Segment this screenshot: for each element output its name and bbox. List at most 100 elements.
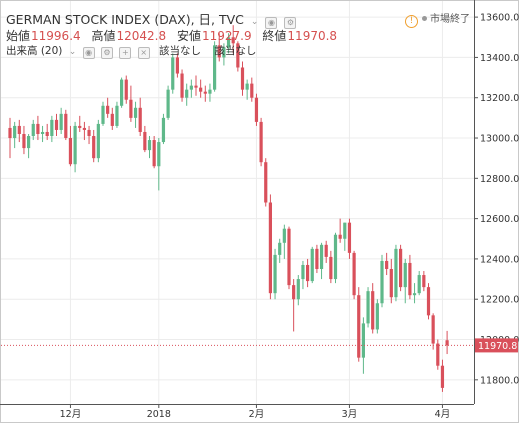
candle-body[interactable] [36,123,40,134]
candle-body[interactable] [389,268,393,298]
candle-body[interactable] [180,73,184,98]
candle-body[interactable] [240,67,245,90]
candle-body[interactable] [385,260,389,269]
candle-body[interactable] [171,57,175,90]
candle-body[interactable] [22,133,26,149]
symbol-title[interactable]: GERMAN STOCK INDEX (DAX), 日, TVC [6,12,244,27]
candle-body[interactable] [73,125,77,165]
candle-body[interactable] [264,162,268,203]
candle-body[interactable] [87,129,91,137]
candle-body[interactable] [245,83,249,90]
candle-body[interactable] [120,79,124,106]
candle-body[interactable] [40,131,45,134]
candle-body[interactable] [152,140,156,167]
candle-body[interactable] [199,87,203,92]
candle-body[interactable] [59,113,63,130]
candle-body[interactable] [361,323,365,358]
candle-body[interactable] [296,279,300,300]
candle-body[interactable] [8,127,12,139]
candle-body[interactable] [343,222,347,239]
candle-body[interactable] [101,105,105,124]
candle-body[interactable] [440,365,445,388]
candle-body[interactable] [231,37,235,44]
add-icon[interactable]: + [119,47,132,59]
candle-body[interactable] [282,228,286,243]
candle-body[interactable] [324,244,328,257]
candle-body[interactable] [222,47,226,58]
candle-body[interactable] [96,123,100,159]
candle-body[interactable] [236,43,240,68]
chevron-down-icon[interactable]: ⌄ [68,47,77,57]
candle-body[interactable] [64,113,68,139]
candle-body[interactable] [106,105,110,114]
warning-icon[interactable]: ! [405,15,418,28]
candle-body[interactable] [13,125,17,139]
candle-body[interactable] [399,248,403,288]
settings-icon[interactable]: ⚙ [100,47,113,59]
candle-body[interactable] [273,254,277,294]
candle-body[interactable] [157,142,161,167]
candle-body[interactable] [166,89,170,118]
candle-body[interactable] [366,291,370,324]
candle-body[interactable] [445,340,449,346]
candle-body[interactable] [185,89,189,98]
candle-body[interactable] [133,107,138,118]
candle-body[interactable] [408,262,412,296]
close-icon[interactable]: × [137,47,150,59]
candle-body[interactable] [31,123,35,137]
candle-body[interactable] [268,202,272,294]
candle-body[interactable] [319,244,324,269]
candle-body[interactable] [338,234,342,239]
candle-body[interactable] [306,264,310,282]
candle-body[interactable] [110,113,114,126]
candle-body[interactable] [254,97,259,122]
candle-body[interactable] [250,83,254,98]
candle-body[interactable] [431,315,435,344]
candle-body[interactable] [403,262,407,288]
candle-body[interactable] [213,45,217,90]
candle-body[interactable] [287,228,291,286]
candle-body[interactable] [138,107,142,132]
candle-body[interactable] [329,256,333,280]
candle-body[interactable] [82,127,86,130]
candle-body[interactable] [78,125,82,128]
candle-body[interactable] [301,264,305,280]
eye-icon[interactable]: ◉ [265,17,278,29]
candle-body[interactable] [315,248,319,269]
candle-body[interactable] [27,136,31,149]
candle-body[interactable] [357,295,361,358]
candle-body[interactable] [161,117,166,143]
candle-body[interactable] [92,136,96,159]
candle-body[interactable] [189,85,193,90]
candle-body[interactable] [347,222,352,253]
candle-body[interactable] [226,37,231,48]
candle-body[interactable] [143,131,147,151]
candle-body[interactable] [217,45,221,58]
eye-icon[interactable]: ◉ [82,47,95,59]
candle-body[interactable] [394,248,398,298]
candle-body[interactable] [175,57,179,74]
candle-body[interactable] [115,105,119,126]
chevron-down-icon[interactable]: ⌄ [250,17,259,27]
candle-body[interactable] [259,121,263,163]
candle-body[interactable] [371,291,375,330]
candle-body[interactable] [68,138,73,165]
candle-body[interactable] [124,79,128,100]
candle-body[interactable] [129,99,133,118]
candle-body[interactable] [417,275,421,294]
candle-body[interactable] [380,260,384,304]
candle-body[interactable] [412,293,417,296]
settings-icon[interactable]: ⚙ [284,17,297,29]
candle-body[interactable] [310,248,314,282]
candle-body[interactable] [278,242,282,255]
candle-body[interactable] [375,303,379,330]
candle-body[interactable] [333,234,338,280]
candle-body[interactable] [54,119,59,130]
candle-body[interactable] [422,275,426,288]
candle-body[interactable] [352,252,356,296]
candle-body[interactable] [194,85,198,88]
volume-label[interactable]: 出来高 (20) [6,45,63,57]
candle-body[interactable] [436,343,440,366]
candle-body[interactable] [208,89,212,94]
